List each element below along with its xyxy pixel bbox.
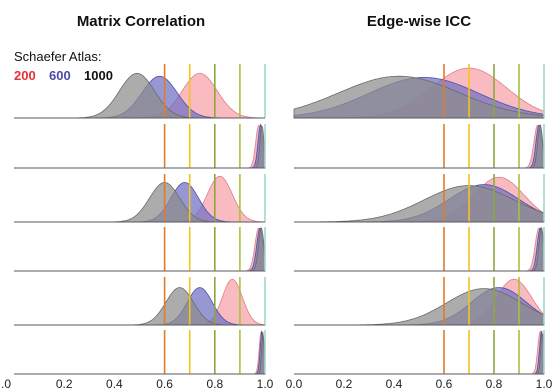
x-tick-label: 1.0 xyxy=(257,377,274,391)
edgewise-icc-row-5 xyxy=(294,277,545,326)
x-tick-label: 0.8 xyxy=(206,377,223,391)
density-600 xyxy=(14,330,266,375)
density-200 xyxy=(294,124,545,169)
edgewise-icc-title: Edge-wise ICC xyxy=(367,13,471,30)
legend-entry-1000: 1000 xyxy=(84,68,113,83)
edgewise-icc-x-axis: 0.0 0.2 0.4 0.6 0.8 1.0 xyxy=(286,377,553,391)
density-1000 xyxy=(293,75,545,119)
edgewise-icc-row-4 xyxy=(294,226,545,272)
legend: Schaefer Atlas: 200 600 1000 xyxy=(14,49,113,83)
density-1000 xyxy=(14,124,266,169)
density-200 xyxy=(14,278,266,326)
density-600 xyxy=(294,227,545,272)
x-tick-label: .0 xyxy=(1,377,11,391)
matrix-correlation-row-3 xyxy=(14,174,266,223)
density-200 xyxy=(14,227,266,272)
edgewise-icc-row-1 xyxy=(293,64,545,119)
x-tick-label: 0.6 xyxy=(436,377,453,391)
density-1000 xyxy=(294,124,545,169)
matrix-correlation-x-axis: .0 0.2 0.4 0.6 0.8 1.0 xyxy=(1,377,274,391)
matrix-correlation-row-5 xyxy=(14,277,266,326)
density-1000 xyxy=(294,332,545,375)
x-tick-label: 0.2 xyxy=(336,377,353,391)
density-1000 xyxy=(294,226,545,272)
x-tick-label: 0.0 xyxy=(286,377,303,391)
edgewise-icc-row-2 xyxy=(294,124,545,169)
density-600 xyxy=(14,227,266,272)
density-600 xyxy=(14,123,266,169)
x-tick-label: 0.2 xyxy=(56,377,73,391)
x-tick-label: 0.8 xyxy=(486,377,503,391)
legend-entry-200: 200 xyxy=(14,68,36,83)
legend-entry-600: 600 xyxy=(49,68,71,83)
matrix-correlation-title: Matrix Correlation xyxy=(77,13,205,30)
density-200 xyxy=(14,125,266,169)
matrix-correlation-panel: .0 0.2 0.4 0.6 0.8 1.0 xyxy=(1,64,274,391)
matrix-correlation-row-6 xyxy=(14,329,266,375)
legend-title: Schaefer Atlas: xyxy=(14,49,101,64)
x-tick-label: 0.6 xyxy=(156,377,173,391)
density-1000 xyxy=(14,331,266,375)
matrix-correlation-row-4 xyxy=(14,227,266,272)
matrix-correlation-row-2 xyxy=(14,123,266,169)
density-200 xyxy=(294,330,545,375)
density-200 xyxy=(14,329,266,375)
x-tick-label: 0.4 xyxy=(106,377,123,391)
density-1000 xyxy=(14,227,266,272)
x-tick-label: 0.4 xyxy=(386,377,403,391)
matrix-correlation-row-1 xyxy=(14,64,266,119)
density-600 xyxy=(294,330,545,375)
edgewise-icc-row-6 xyxy=(294,330,545,375)
edgewise-icc-panel: 0.0 0.2 0.4 0.6 0.8 1.0 xyxy=(286,64,553,391)
density-200 xyxy=(294,227,545,272)
density-1000 xyxy=(294,185,545,223)
density-600 xyxy=(294,124,545,169)
edgewise-icc-row-3 xyxy=(294,174,545,223)
x-tick-label: 1.0 xyxy=(536,377,553,391)
